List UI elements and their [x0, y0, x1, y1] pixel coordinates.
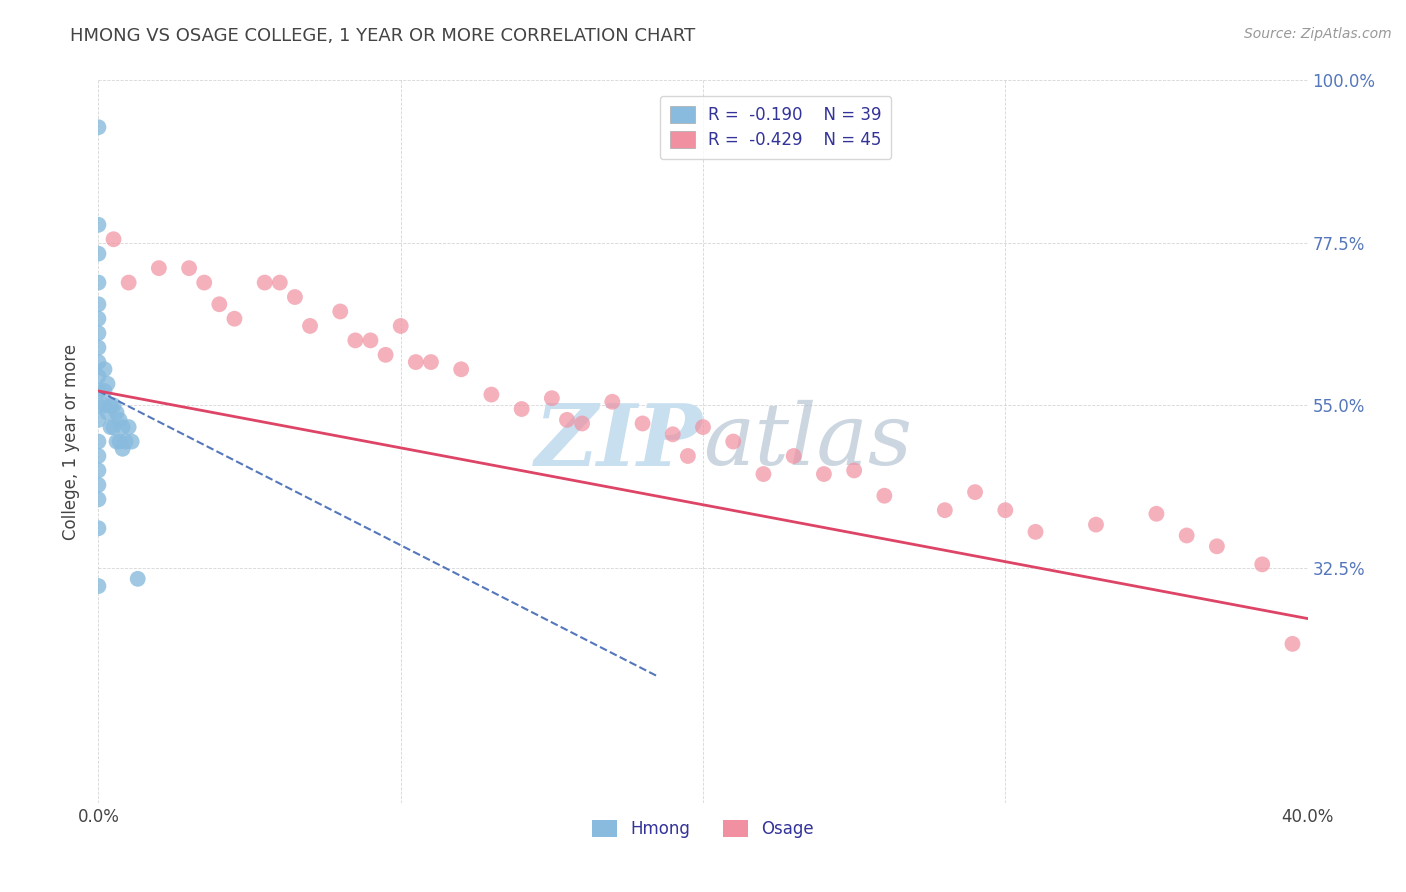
- Point: [87, 434, 110, 449]
- Point: [87, 463, 110, 477]
- Point: [87, 218, 110, 232]
- Point: [87, 492, 110, 507]
- Point: [108, 434, 131, 449]
- Point: [96, 376, 118, 391]
- Legend: Hmong, Osage: Hmong, Osage: [585, 814, 821, 845]
- Point: [965, 485, 987, 500]
- Point: [118, 276, 141, 290]
- Point: [344, 334, 367, 348]
- Point: [752, 467, 775, 481]
- Point: [103, 420, 125, 434]
- Point: [121, 434, 143, 449]
- Point: [934, 503, 956, 517]
- Point: [148, 261, 170, 276]
- Point: [1251, 558, 1274, 572]
- Point: [360, 334, 382, 348]
- Point: [420, 355, 443, 369]
- Point: [96, 406, 118, 420]
- Point: [555, 413, 578, 427]
- Point: [87, 341, 110, 355]
- Point: [1206, 539, 1229, 553]
- Point: [208, 297, 231, 311]
- Point: [87, 413, 110, 427]
- Point: [994, 503, 1017, 517]
- Point: [329, 304, 352, 318]
- Point: [723, 434, 745, 449]
- Point: [1281, 637, 1303, 651]
- Point: [179, 261, 201, 276]
- Point: [602, 394, 624, 409]
- Point: [87, 521, 110, 535]
- Y-axis label: College, 1 year or more: College, 1 year or more: [62, 343, 80, 540]
- Point: [87, 449, 110, 463]
- Point: [450, 362, 472, 376]
- Point: [692, 420, 714, 434]
- Point: [540, 391, 562, 405]
- Point: [87, 398, 110, 412]
- Point: [844, 463, 866, 477]
- Point: [87, 326, 110, 340]
- Point: [100, 420, 122, 434]
- Point: [103, 398, 125, 412]
- Point: [284, 290, 307, 304]
- Point: [193, 276, 215, 290]
- Point: [374, 348, 396, 362]
- Point: [661, 427, 683, 442]
- Point: [405, 355, 427, 369]
- Point: [93, 384, 115, 398]
- Point: [87, 478, 110, 492]
- Point: [87, 297, 110, 311]
- Point: [111, 420, 134, 434]
- Point: [481, 387, 503, 401]
- Point: [87, 120, 110, 135]
- Point: [813, 467, 835, 481]
- Point: [105, 434, 128, 449]
- Point: [224, 311, 246, 326]
- Point: [87, 311, 110, 326]
- Point: [1144, 507, 1167, 521]
- Point: [114, 434, 136, 449]
- Point: [299, 318, 322, 333]
- Point: [389, 318, 412, 333]
- Point: [103, 232, 125, 246]
- Point: [87, 579, 110, 593]
- Point: [87, 276, 110, 290]
- Point: [93, 362, 115, 376]
- Point: [108, 413, 131, 427]
- Point: [118, 420, 141, 434]
- Point: [87, 384, 110, 398]
- Text: ZIP: ZIP: [536, 400, 703, 483]
- Point: [87, 369, 110, 384]
- Point: [127, 572, 149, 586]
- Point: [571, 417, 593, 431]
- Point: [87, 246, 110, 260]
- Point: [631, 417, 654, 431]
- Point: [510, 402, 533, 417]
- Point: [253, 276, 276, 290]
- Point: [1085, 517, 1108, 532]
- Point: [100, 398, 122, 412]
- Point: [105, 406, 128, 420]
- Point: [873, 489, 896, 503]
- Point: [111, 442, 134, 456]
- Text: Source: ZipAtlas.com: Source: ZipAtlas.com: [1244, 27, 1392, 41]
- Point: [87, 355, 110, 369]
- Point: [269, 276, 291, 290]
- Text: atlas: atlas: [703, 401, 912, 483]
- Point: [93, 398, 115, 412]
- Text: HMONG VS OSAGE COLLEGE, 1 YEAR OR MORE CORRELATION CHART: HMONG VS OSAGE COLLEGE, 1 YEAR OR MORE C…: [70, 27, 696, 45]
- Point: [676, 449, 699, 463]
- Point: [1024, 524, 1046, 539]
- Point: [1175, 528, 1198, 542]
- Point: [783, 449, 806, 463]
